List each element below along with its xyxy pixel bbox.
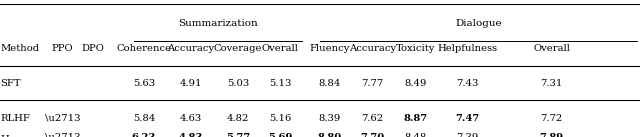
- Text: Accuracy: Accuracy: [349, 44, 396, 53]
- Text: 7.47: 7.47: [455, 114, 479, 123]
- Text: 7.31: 7.31: [541, 79, 563, 89]
- Text: 7.62: 7.62: [362, 114, 383, 123]
- Text: \u2713: \u2713: [45, 114, 81, 123]
- Text: 5.16: 5.16: [269, 114, 291, 123]
- Text: 7.89: 7.89: [540, 133, 564, 137]
- Text: 8.48: 8.48: [405, 133, 427, 137]
- Text: RLHF: RLHF: [0, 114, 30, 123]
- Text: 4.63: 4.63: [180, 114, 202, 123]
- Text: SFT: SFT: [0, 79, 20, 89]
- Text: 5.84: 5.84: [133, 114, 155, 123]
- Text: 4.83: 4.83: [179, 133, 203, 137]
- Text: 7.70: 7.70: [360, 133, 385, 137]
- Text: 4.82: 4.82: [227, 114, 249, 123]
- Text: 6.23: 6.23: [132, 133, 156, 137]
- Text: 5.77: 5.77: [226, 133, 250, 137]
- Text: DPO: DPO: [81, 44, 104, 53]
- Text: Method: Method: [0, 44, 39, 53]
- Text: PPO: PPO: [52, 44, 74, 53]
- Text: Overall: Overall: [533, 44, 570, 53]
- Text: Toxicity: Toxicity: [396, 44, 436, 53]
- Text: 8.80: 8.80: [317, 133, 342, 137]
- Text: Dialogue: Dialogue: [455, 19, 502, 28]
- Text: 7.72: 7.72: [541, 114, 563, 123]
- Text: Overall: Overall: [262, 44, 299, 53]
- Text: Fluency: Fluency: [309, 44, 350, 53]
- Text: H$_{\mathrm{BAT}}$: H$_{\mathrm{BAT}}$: [0, 133, 25, 137]
- Text: 8.39: 8.39: [319, 114, 340, 123]
- Text: 8.49: 8.49: [405, 79, 427, 89]
- Text: 5.03: 5.03: [227, 79, 249, 89]
- Text: 7.39: 7.39: [456, 133, 478, 137]
- Text: \u2713: \u2713: [45, 133, 81, 137]
- Text: 5.63: 5.63: [133, 79, 155, 89]
- Text: Accuracy: Accuracy: [167, 44, 214, 53]
- Text: Helpfulness: Helpfulness: [437, 44, 497, 53]
- Text: Summarization: Summarization: [179, 19, 258, 28]
- Text: Coverage: Coverage: [214, 44, 262, 53]
- Text: 7.77: 7.77: [362, 79, 383, 89]
- Text: 5.69: 5.69: [268, 133, 292, 137]
- Text: 8.84: 8.84: [319, 79, 340, 89]
- Text: 5.13: 5.13: [269, 79, 291, 89]
- Text: 4.91: 4.91: [179, 79, 202, 89]
- Text: Coherence: Coherence: [116, 44, 172, 53]
- Text: 7.43: 7.43: [456, 79, 478, 89]
- Text: 8.87: 8.87: [404, 114, 428, 123]
